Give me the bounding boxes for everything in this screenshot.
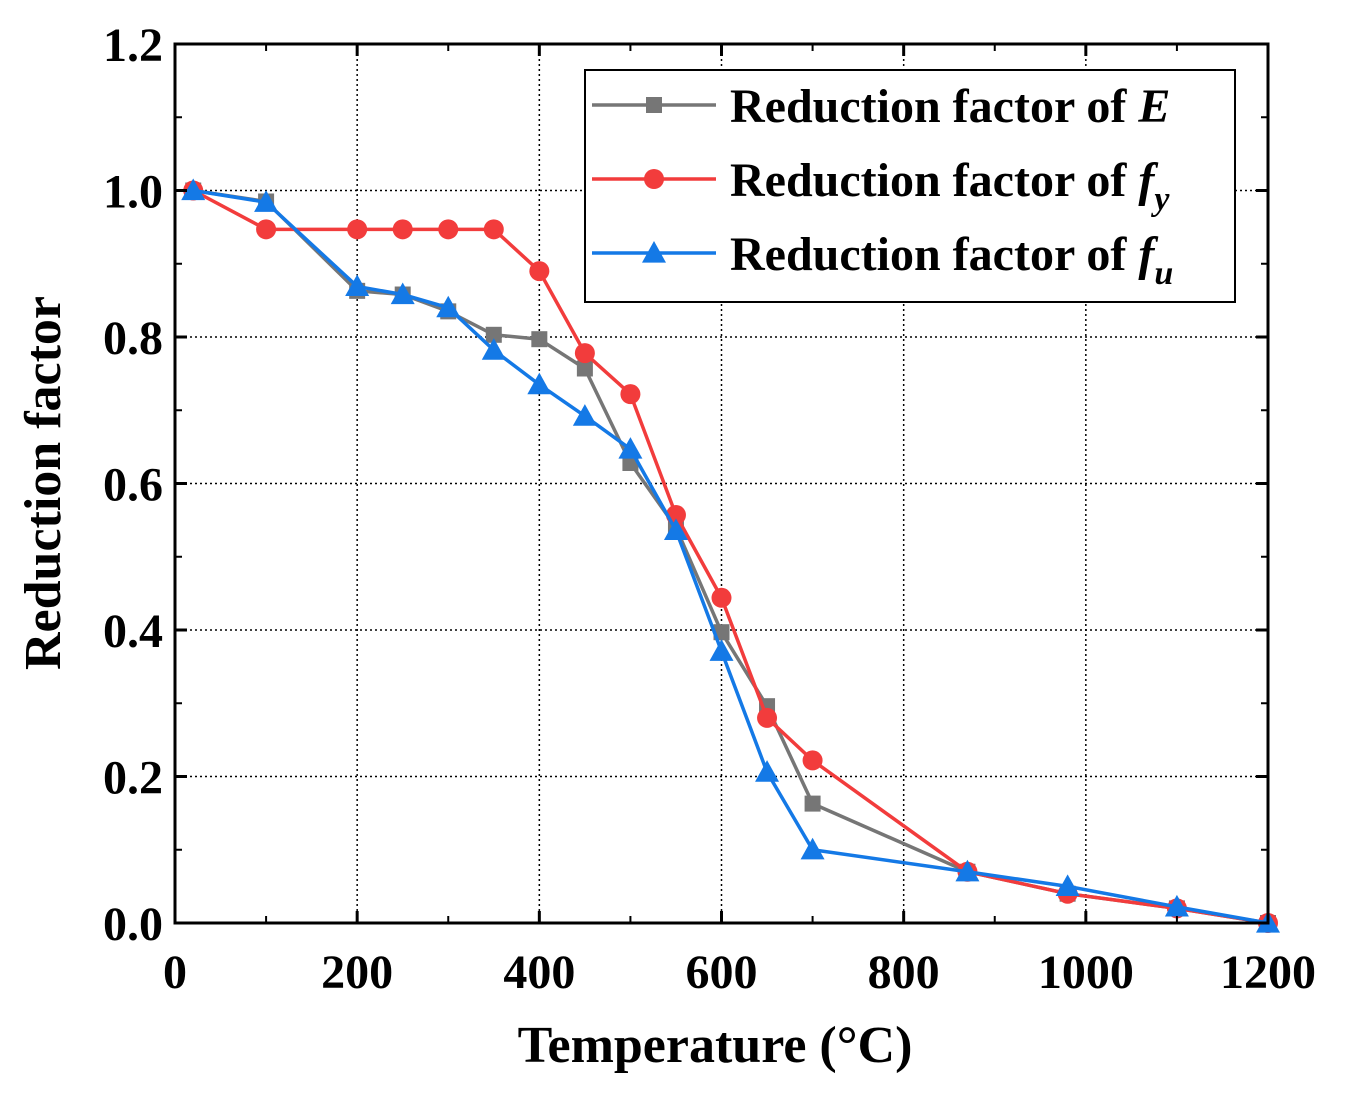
data-point <box>392 219 413 240</box>
y-tick-label: 0.4 <box>103 605 163 658</box>
x-tick-label: 400 <box>503 946 575 999</box>
data-point <box>436 295 461 318</box>
data-point <box>574 343 595 364</box>
data-point <box>485 326 502 343</box>
data-point <box>1164 894 1189 917</box>
x-tick-label: 200 <box>321 946 393 999</box>
data-point <box>181 178 206 201</box>
y-tick-label: 1.2 <box>103 19 163 72</box>
data-point <box>483 219 504 240</box>
data-point <box>955 859 980 882</box>
data-point <box>800 837 825 860</box>
data-point <box>254 190 279 212</box>
data-point <box>1055 874 1080 896</box>
legend-marker <box>646 97 662 113</box>
data-point <box>755 760 780 782</box>
data-point <box>757 707 778 728</box>
y-axis-label: Reduction factor <box>15 296 72 670</box>
y-tick-label: 0.0 <box>103 898 163 951</box>
data-point <box>345 274 370 297</box>
series-layer <box>181 178 1280 933</box>
series-triangle <box>181 178 1280 933</box>
x-tick-label: 800 <box>868 946 940 999</box>
data-point <box>711 587 732 608</box>
x-tick-label: 0 <box>163 946 187 999</box>
data-point <box>347 219 368 240</box>
y-tick-label: 0.6 <box>103 459 163 512</box>
series-circle <box>183 180 1278 933</box>
legend-label: Reduction factor of E <box>730 80 1170 133</box>
data-point <box>618 437 643 459</box>
legend: Reduction factor of E Reduction factor of… <box>584 69 1236 303</box>
data-point <box>802 750 823 771</box>
data-point <box>390 282 415 305</box>
data-point <box>481 338 506 360</box>
data-point <box>572 404 597 426</box>
x-axis-label: Temperature (°C) <box>518 1017 913 1074</box>
legend-label: Reduction factor of fu <box>730 228 1173 292</box>
data-point <box>438 219 459 240</box>
data-point <box>531 331 548 348</box>
x-tick-label: 600 <box>686 946 758 999</box>
data-point <box>529 261 550 282</box>
legend-marker <box>642 241 666 263</box>
legend-label: Reduction factor of fy <box>730 154 1170 218</box>
data-point <box>527 372 552 395</box>
data-point <box>709 639 734 661</box>
x-tick-label: 1200 <box>1220 946 1316 999</box>
data-point <box>576 360 593 377</box>
data-point <box>620 384 641 405</box>
data-point <box>804 795 821 812</box>
y-tick-label: 0.2 <box>103 752 163 805</box>
legend-marker <box>644 169 664 189</box>
y-tick-label: 0.8 <box>103 312 163 365</box>
legend-box <box>584 69 1236 303</box>
y-tick-label: 1.0 <box>103 166 163 219</box>
ticks: 0 200 400 600 800 1000 1200 0.0 0.2 0.4 0.6 0.8 1.0 1… <box>103 19 1316 999</box>
data-point <box>663 518 688 540</box>
data-point <box>256 219 277 240</box>
x-tick-label: 1000 <box>1038 946 1134 999</box>
